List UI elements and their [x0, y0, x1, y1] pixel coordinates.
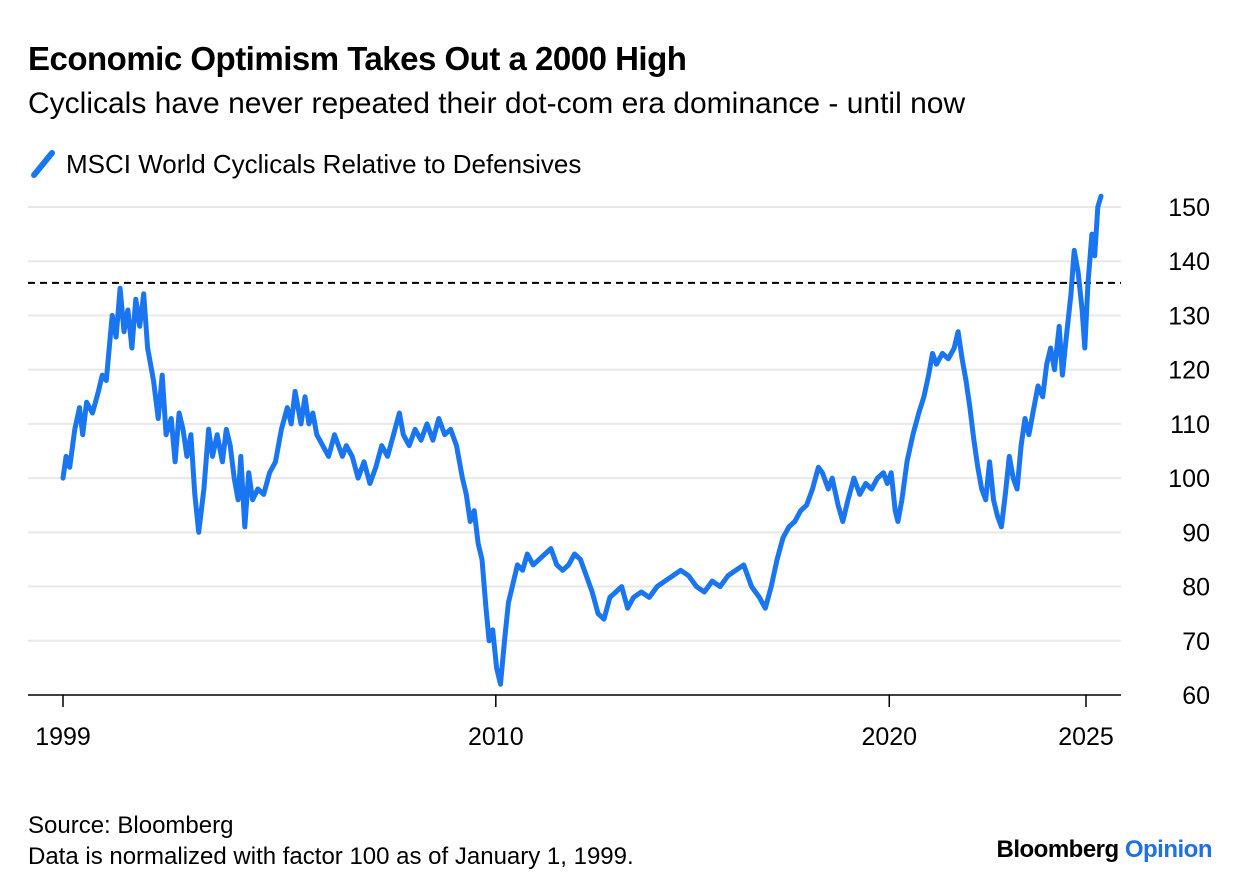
- brand-logo: Bloomberg Opinion: [997, 836, 1213, 864]
- x-tick-label-1999: 1999: [35, 723, 91, 751]
- data-note: Data is normalized with factor 100 as of…: [28, 843, 634, 870]
- chart-subtitle: Cyclicals have never repeated their dot-…: [28, 87, 966, 120]
- chart-title: Economic Optimism Takes Out a 2000 High: [28, 40, 687, 77]
- y-tick-label-130: 130: [1168, 302, 1210, 330]
- brand-main: Bloomberg: [996, 836, 1120, 863]
- y-tick-label-140: 140: [1168, 248, 1210, 276]
- x-tick-label-2025: 2025: [1058, 723, 1114, 751]
- source-note: Source: Bloomberg: [28, 812, 234, 839]
- y-tick-label-60: 60: [1182, 682, 1210, 710]
- y-tick-label-110: 110: [1170, 411, 1210, 439]
- legend: MSCI World Cyclicals Relative to Defensi…: [28, 147, 581, 181]
- y-axis-ticks: 60 70 80 90 100 110 120 130 140 150: [1168, 194, 1210, 710]
- series-line-0: [60, 193, 1104, 687]
- y-tick-label-70: 70: [1182, 628, 1210, 656]
- x-tick-label-2010: 2010: [468, 723, 524, 751]
- y-tick-label-90: 90: [1182, 519, 1210, 547]
- grid-lines: [28, 206, 1121, 642]
- y-tick-label-100: 100: [1168, 465, 1210, 493]
- x-axis-ticks: 1999 2010 2020 2025: [35, 695, 1114, 751]
- x-tick-label-2020: 2020: [861, 723, 917, 751]
- y-tick-label-150: 150: [1168, 194, 1210, 222]
- y-tick-label-80: 80: [1182, 574, 1210, 602]
- brand-accent: Opinion: [1124, 836, 1213, 863]
- y-tick-label-120: 120: [1168, 357, 1210, 385]
- legend-swatch-icon: [31, 150, 55, 178]
- legend-label: MSCI World Cyclicals Relative to Defensi…: [66, 148, 582, 179]
- series-layer: [60, 193, 1104, 687]
